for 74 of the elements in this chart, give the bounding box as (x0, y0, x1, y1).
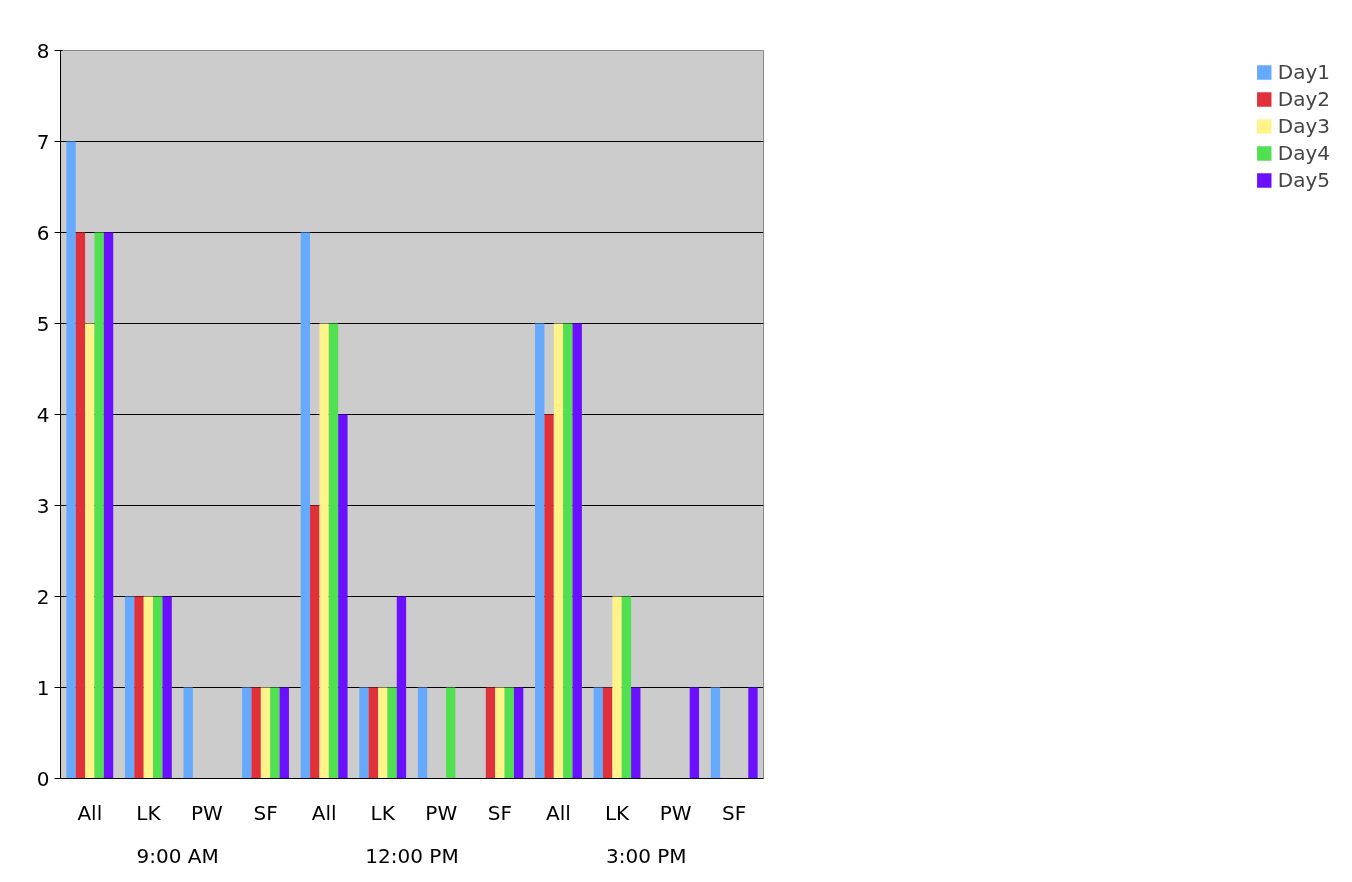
bar (251, 687, 261, 779)
bar (572, 323, 582, 779)
bar (612, 596, 622, 779)
bar (279, 687, 289, 779)
y-tick-label: 6 (36, 220, 50, 245)
bar (495, 687, 505, 779)
x-tick-label: LK (136, 800, 162, 825)
text: 9:00 AM (136, 843, 219, 868)
bar (504, 687, 514, 779)
bar (153, 596, 163, 779)
y-tick-label: 1 (36, 675, 50, 700)
y-tick-label: 2 (36, 584, 50, 609)
bar (631, 687, 641, 779)
x-tick-label: All (546, 800, 571, 825)
bar (544, 414, 554, 779)
bar (593, 687, 603, 779)
bar (124, 596, 135, 779)
bar (94, 232, 104, 779)
y-tick-label: 5 (36, 311, 50, 336)
legend-label: Day1 (1277, 60, 1330, 84)
bar (328, 323, 339, 779)
bar (602, 687, 613, 779)
bar (319, 323, 329, 779)
bar (103, 232, 114, 779)
x-tick-label: All (77, 800, 103, 825)
bar (143, 596, 154, 779)
bar (338, 414, 348, 779)
bar (183, 687, 193, 779)
bar (75, 232, 86, 779)
legend-label: Day4 (1277, 141, 1330, 165)
text: 12:00 PM (365, 843, 459, 868)
x-tick-label: LK (604, 800, 631, 825)
bar (748, 687, 758, 779)
bar (85, 323, 95, 779)
x-tick-label: LK (370, 800, 396, 825)
bar (563, 323, 573, 779)
bar (162, 596, 172, 779)
bar (485, 687, 496, 779)
bar (387, 687, 397, 779)
bar (378, 687, 388, 779)
bar (310, 505, 320, 779)
bar (134, 596, 144, 779)
bar (689, 687, 700, 779)
bar (553, 323, 564, 779)
bar (242, 687, 252, 779)
x-tick-label: SF (487, 800, 512, 825)
bar (300, 232, 311, 779)
bar (513, 687, 524, 779)
legend-label: Day3 (1277, 114, 1330, 138)
y-tick-label: 8 (36, 38, 50, 63)
legend-label: Day2 (1277, 87, 1330, 111)
bar (66, 141, 76, 779)
bar (535, 323, 545, 779)
bar (621, 596, 632, 779)
bar (445, 687, 456, 779)
y-tick-label: 7 (36, 129, 50, 154)
x-tick-label: PW (191, 800, 224, 825)
y-tick-label: 0 (36, 766, 50, 791)
x-tick-label: SF (253, 800, 278, 825)
bar (368, 687, 379, 779)
bar (270, 687, 280, 779)
text: 3:00 PM (606, 843, 687, 868)
bar (396, 596, 407, 779)
y-tick-label: 3 (36, 493, 50, 518)
y-tick-label: 4 (36, 402, 50, 427)
x-tick-label: PW (425, 800, 458, 825)
x-tick-label: PW (659, 800, 692, 825)
x-tick-label: All (311, 800, 337, 825)
x-tick-label: SF (722, 800, 747, 825)
bar (417, 687, 428, 779)
bar (359, 687, 369, 779)
bar (710, 687, 721, 779)
legend-label: Day5 (1277, 168, 1330, 192)
bar (260, 687, 271, 779)
